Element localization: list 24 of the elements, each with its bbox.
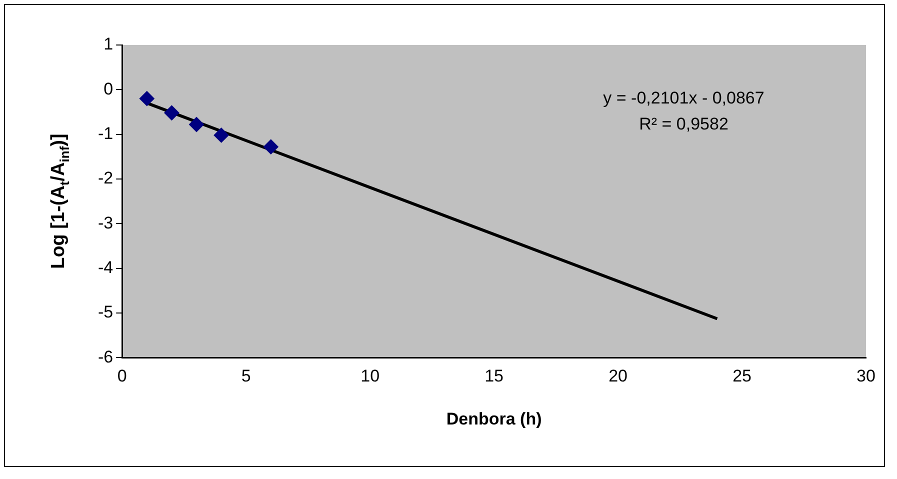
y-tick-label: -1: [98, 124, 114, 143]
point: [189, 116, 204, 132]
point: [214, 128, 229, 143]
y-tick-label: 1: [104, 34, 114, 54]
x-axis-title: Denbora (h): [446, 409, 542, 428]
y-tick-label: -2: [98, 168, 114, 188]
x-tick-label: 5: [241, 366, 251, 386]
y-axis-title: Log [1-(At/Ainf)]: [48, 134, 72, 269]
x-tick-label: 15: [484, 366, 504, 386]
y-tick-label: 0: [104, 79, 114, 98]
x-tick-label: 30: [856, 366, 876, 386]
y-tick-label: -4: [98, 258, 114, 277]
x-tick-label: 20: [608, 366, 628, 386]
x-tick-label: 0: [117, 366, 127, 386]
point: [263, 139, 278, 154]
y-tick-label: -6: [98, 347, 114, 366]
annotation: R² = 0,9582: [639, 114, 728, 134]
annotation: y = -0,2101x - 0,0867: [603, 88, 764, 108]
y-tick-label: -5: [98, 302, 114, 322]
x-tick-label: 25: [732, 366, 752, 386]
y-tick-label: -3: [98, 213, 114, 232]
point: [139, 91, 154, 106]
x-tick-label: 10: [360, 366, 380, 386]
point: [164, 105, 180, 120]
